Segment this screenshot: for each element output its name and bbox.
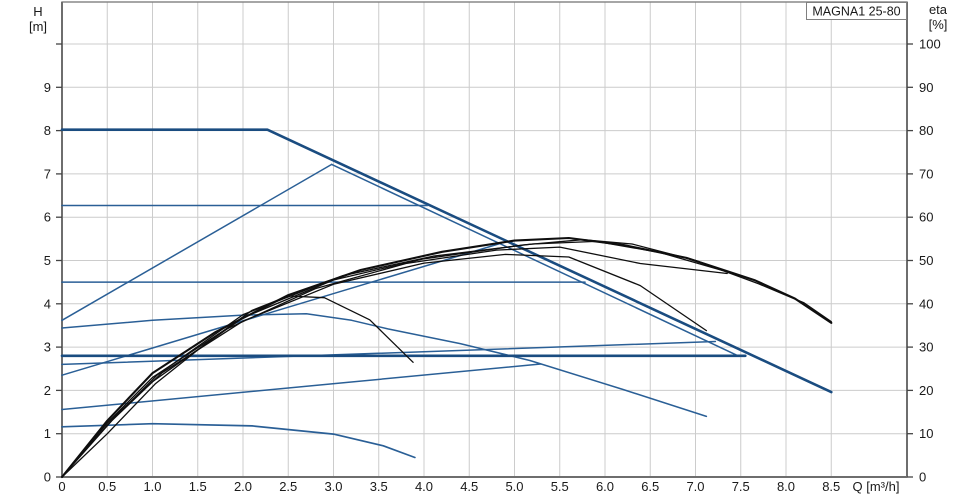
x-tick-label: 6.5 (641, 479, 659, 494)
curve-eta-curve-2 (61, 246, 728, 478)
right-tick-label: 80 (919, 123, 933, 138)
x-tick-label: 5.0 (505, 479, 523, 494)
x-tick-label: 1.5 (189, 479, 207, 494)
x-tick-label: 7.0 (686, 479, 704, 494)
left-tick-label: 3 (44, 340, 51, 355)
curve-eta-curve-min (61, 295, 414, 478)
curve-prop-pressure-rise-2 (61, 241, 507, 376)
frame-rect (61, 1, 908, 478)
x-tick-label: 0 (58, 479, 65, 494)
curve-max-speed-curve (60, 128, 833, 394)
left-tick-label: 5 (44, 253, 51, 268)
left-tick-label: 8 (44, 123, 51, 138)
right-tick-label: 30 (919, 340, 933, 355)
left-tick-label: 7 (44, 166, 51, 181)
curve-min-speed-curve (61, 422, 416, 459)
curve-prop-pressure-max-descent (330, 163, 737, 356)
curve-eta-curve-4 (61, 239, 832, 478)
left-tick-label: 4 (44, 296, 51, 311)
curve-pump-curve-reduced-speed (61, 313, 708, 418)
right-tick-label: 90 (919, 80, 933, 95)
left-axis-title: H [m] (29, 4, 47, 34)
svg-text:eta: eta (929, 2, 948, 17)
right-tick-label: 60 (919, 210, 933, 225)
svg-text:H: H (33, 4, 42, 19)
x-tick-label: 0.5 (98, 479, 116, 494)
x-axis-title: Q [m³/h] (853, 479, 900, 494)
svg-text:[m]: [m] (29, 19, 47, 34)
x-tick-label: 3.5 (370, 479, 388, 494)
curve-prop-pressure-rise-1 (61, 363, 542, 411)
axis-ticks (56, 43, 913, 478)
x-tick-label: 3.0 (324, 479, 342, 494)
gridlines (62, 2, 907, 477)
curve-prop-pressure-rise-3 (61, 340, 717, 366)
svg-text:Q [m³/h]: Q [m³/h] (853, 479, 900, 494)
x-tick-label: 2.5 (279, 479, 297, 494)
left-tick-label: 0 (44, 470, 51, 485)
x-tick-label: 4.0 (415, 479, 433, 494)
right-tick-label: 10 (919, 426, 933, 441)
x-tick-label: 1.0 (143, 479, 161, 494)
right-tick-label: 70 (919, 166, 933, 181)
left-tick-label: 1 (44, 426, 51, 441)
curve-prop-pressure-max-rise (61, 163, 333, 322)
x-tick-label: 8.5 (822, 479, 840, 494)
right-tick-label: 40 (919, 296, 933, 311)
right-tick-label: 100 (919, 37, 941, 52)
pump-model-title: MAGNA1 25-80 (812, 5, 900, 19)
right-axis-title: eta [%] (929, 2, 948, 32)
x-tick-label: 4.5 (460, 479, 478, 494)
left-tick-label: 6 (44, 210, 51, 225)
left-tick-label: 2 (44, 383, 51, 398)
curve-eta-curve-5 (61, 240, 724, 478)
right-tick-label: 50 (919, 253, 933, 268)
svg-text:[%]: [%] (929, 17, 948, 32)
x-tick-label: 6.0 (596, 479, 614, 494)
title-box: MAGNA1 25-80 (806, 2, 907, 20)
plot-frame (61, 1, 908, 478)
x-tick-label: 8.0 (777, 479, 795, 494)
x-tick-label: 2.0 (234, 479, 252, 494)
x-tick-label: 7.5 (732, 479, 750, 494)
curves (60, 128, 833, 479)
right-tick-label: 20 (919, 383, 933, 398)
left-tick-label: 9 (44, 80, 51, 95)
right-tick-label: 0 (919, 470, 926, 485)
curve-eta-curve-1 (60, 236, 833, 479)
x-tick-label: 5.5 (551, 479, 569, 494)
